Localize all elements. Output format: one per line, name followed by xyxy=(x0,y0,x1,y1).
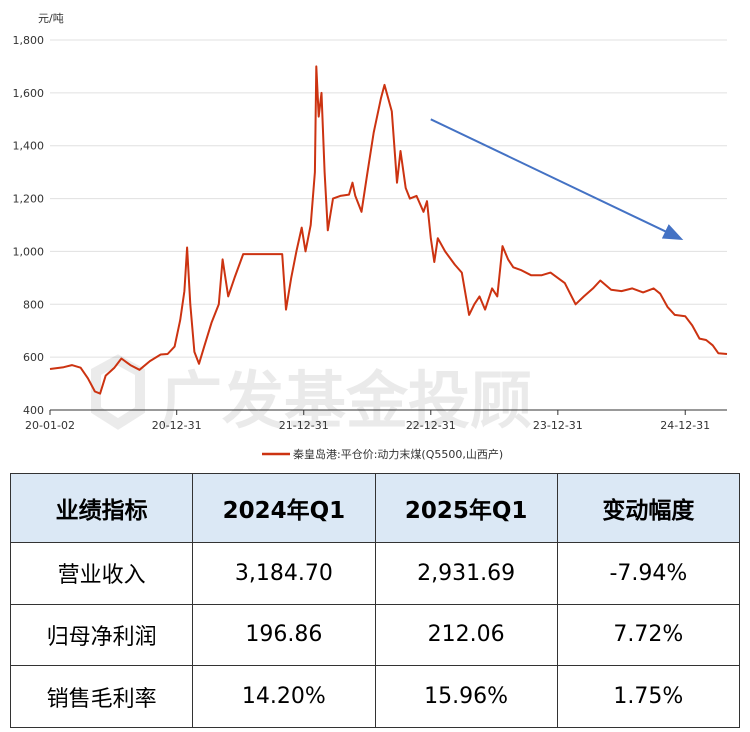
row-label: 归母净利润 xyxy=(9,603,194,667)
header-change: 变动幅度 xyxy=(556,473,741,543)
x-tick-label: 21-12-31 xyxy=(279,419,329,432)
row-label: 销售毛利率 xyxy=(9,665,194,728)
cell-change: 7.72% xyxy=(556,603,741,667)
y-tick-label: 1,400 xyxy=(13,140,45,153)
trend-arrow-icon xyxy=(430,118,684,240)
x-tick-label: 23-12-31 xyxy=(533,419,583,432)
x-tick-label: 24-12-31 xyxy=(660,419,710,432)
y-tick-label: 1,200 xyxy=(13,193,45,206)
legend: 秦皇岛港:平仓价:动力末煤(Q5500,山西产) xyxy=(262,447,503,461)
table-header-row: 业绩指标 2024年Q1 2025年Q1 变动幅度 xyxy=(9,473,741,543)
y-tick-label: 1,800 xyxy=(13,34,45,47)
row-label: 营业收入 xyxy=(9,542,194,605)
cell-change: -7.94% xyxy=(556,542,741,605)
cell-2025q1: 15.96% xyxy=(374,665,558,728)
table-row: 归母净利润 196.86 212.06 7.72% xyxy=(9,603,741,667)
y-tick-label: 1,600 xyxy=(13,87,45,100)
series-layer xyxy=(49,65,728,395)
metrics-table: 业绩指标 2024年Q1 2025年Q1 变动幅度 营业收入 3,184.70 … xyxy=(9,473,741,728)
y-tick-label: 400 xyxy=(23,404,44,417)
y-tick-label: 800 xyxy=(23,298,44,311)
cell-2025q1: 2,931.69 xyxy=(374,542,558,605)
header-metric: 业绩指标 xyxy=(9,473,194,543)
cell-2025q1: 212.06 xyxy=(374,603,558,667)
cell-change: 1.75% xyxy=(556,665,741,728)
x-tick-label: 20-12-31 xyxy=(152,419,202,432)
cell-2024q1: 3,184.70 xyxy=(192,542,376,605)
y-axis-unit: 元/吨 xyxy=(38,12,64,25)
y-axis-ticks: 400 600 800 1,000 1,200 1,400 1,600 1,800 xyxy=(13,34,45,417)
x-tick-label: 20-01-02 xyxy=(25,419,75,432)
cell-2024q1: 14.20% xyxy=(192,665,376,728)
trend-arrow-layer xyxy=(430,118,684,240)
watermark-text: 广发基金投顾 xyxy=(160,364,532,437)
coal-price-chart: 元/吨 广发基金投顾 400 600 800 1,000 1,200 1,400 1,600… xyxy=(13,12,728,461)
table-row: 销售毛利率 14.20% 15.96% 1.75% xyxy=(9,665,741,728)
watermark-logo-icon xyxy=(91,354,145,430)
x-tick-label: 22-12-31 xyxy=(406,419,456,432)
header-2024q1: 2024年Q1 xyxy=(192,473,376,543)
y-tick-label: 600 xyxy=(23,351,44,364)
x-axis-ticks: 20-01-02 20-12-31 21-12-31 22-12-31 23-12-31… xyxy=(25,410,710,432)
header-2025q1: 2025年Q1 xyxy=(374,473,558,543)
y-tick-label: 1,000 xyxy=(13,245,45,258)
legend-label: 秦皇岛港:平仓价:动力末煤(Q5500,山西产) xyxy=(293,447,503,461)
table-row: 营业收入 3,184.70 2,931.69 -7.94% xyxy=(9,542,741,605)
cell-2024q1: 196.86 xyxy=(192,603,376,667)
series-line xyxy=(49,65,728,395)
grid-lines xyxy=(50,39,727,358)
